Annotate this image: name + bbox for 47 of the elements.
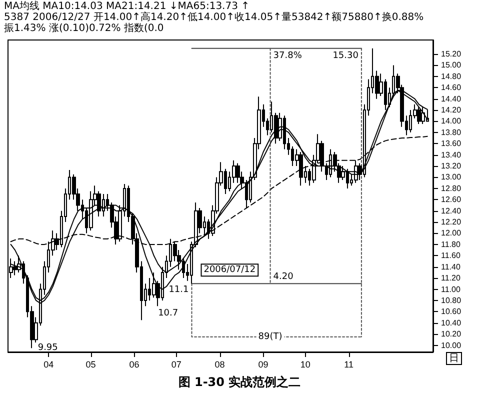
y-tick-label: 10.20 [441, 330, 462, 339]
y-tick-label: 15.00 [441, 60, 462, 70]
text: 5387 2006/12/27 开14.00↑高14.20↑低14.00↑收14.05↑量53842↑额75880↑换0.88% 振1.43% 涨(0.10)0.72% 指数(0.0 [4, 12, 425, 34]
y-tick-label: 14.80 [441, 72, 462, 81]
y-tick-label: 14.20 [441, 106, 462, 115]
y-tick-label: 12.60 [441, 195, 462, 204]
y-tick-label: 14.00 [441, 116, 462, 126]
y-tick-label: 15.20 [441, 50, 462, 59]
annotation: 10.7 [158, 308, 178, 319]
y-tick-label: 10.40 [441, 318, 462, 328]
x-tick-label: 07 [171, 360, 182, 370]
annotation: 15.30 [332, 50, 359, 61]
x-tick-label: 09 [258, 360, 268, 370]
x-tick-label: 05 [86, 360, 96, 370]
y-tick-label: 12.20 [441, 218, 462, 227]
text: MA均线 MA10:14.03 MA21:14.21 ↓MA65:13.73 ↑ [4, 1, 251, 12]
text: 图 1-30 实战范例之二 [177, 374, 302, 391]
text: 日 [446, 352, 462, 365]
y-tick-label: 13.40 [441, 150, 462, 160]
annotation: 4.20 [273, 272, 294, 282]
y-tick-label: 10.00 [441, 340, 462, 350]
y-tick-label: 11.80 [441, 240, 461, 249]
y-tick-label: 13.00 [441, 172, 462, 182]
annotation: 2006/07/12 [204, 265, 256, 276]
y-tick-label: 11.00 [441, 284, 461, 294]
annotation: 9.95 [38, 343, 58, 354]
x-tick-label: 08 [214, 360, 225, 370]
y-tick-label: 12.80 [441, 184, 462, 193]
y-tick-label: 12.00 [441, 228, 462, 238]
x-tick-label: 11 [344, 360, 354, 370]
y-tick-label: 14.40 [441, 94, 462, 104]
y-tick-label: 11.40 [441, 262, 461, 272]
y-tick-label: 10.60 [441, 307, 462, 316]
y-tick-label: 10.80 [441, 296, 462, 305]
annotation: 11.1 [168, 285, 189, 296]
x-tick-label: 04 [44, 360, 54, 370]
annotation: 89(T) [258, 332, 282, 342]
y-tick-label: 13.80 [441, 128, 462, 137]
y-tick-label: 11.20 [441, 274, 461, 283]
y-tick-label: 12.40 [441, 206, 462, 216]
x-tick-label: 10 [300, 360, 310, 370]
y-tick-label: 14.60 [441, 83, 462, 92]
annotation: 37.8% [273, 50, 302, 61]
y-tick-label: 13.20 [441, 162, 462, 171]
y-tick-label: 11.60 [441, 251, 461, 260]
y-tick-label: 13.60 [441, 139, 462, 148]
x-tick-label: 06 [129, 360, 140, 370]
